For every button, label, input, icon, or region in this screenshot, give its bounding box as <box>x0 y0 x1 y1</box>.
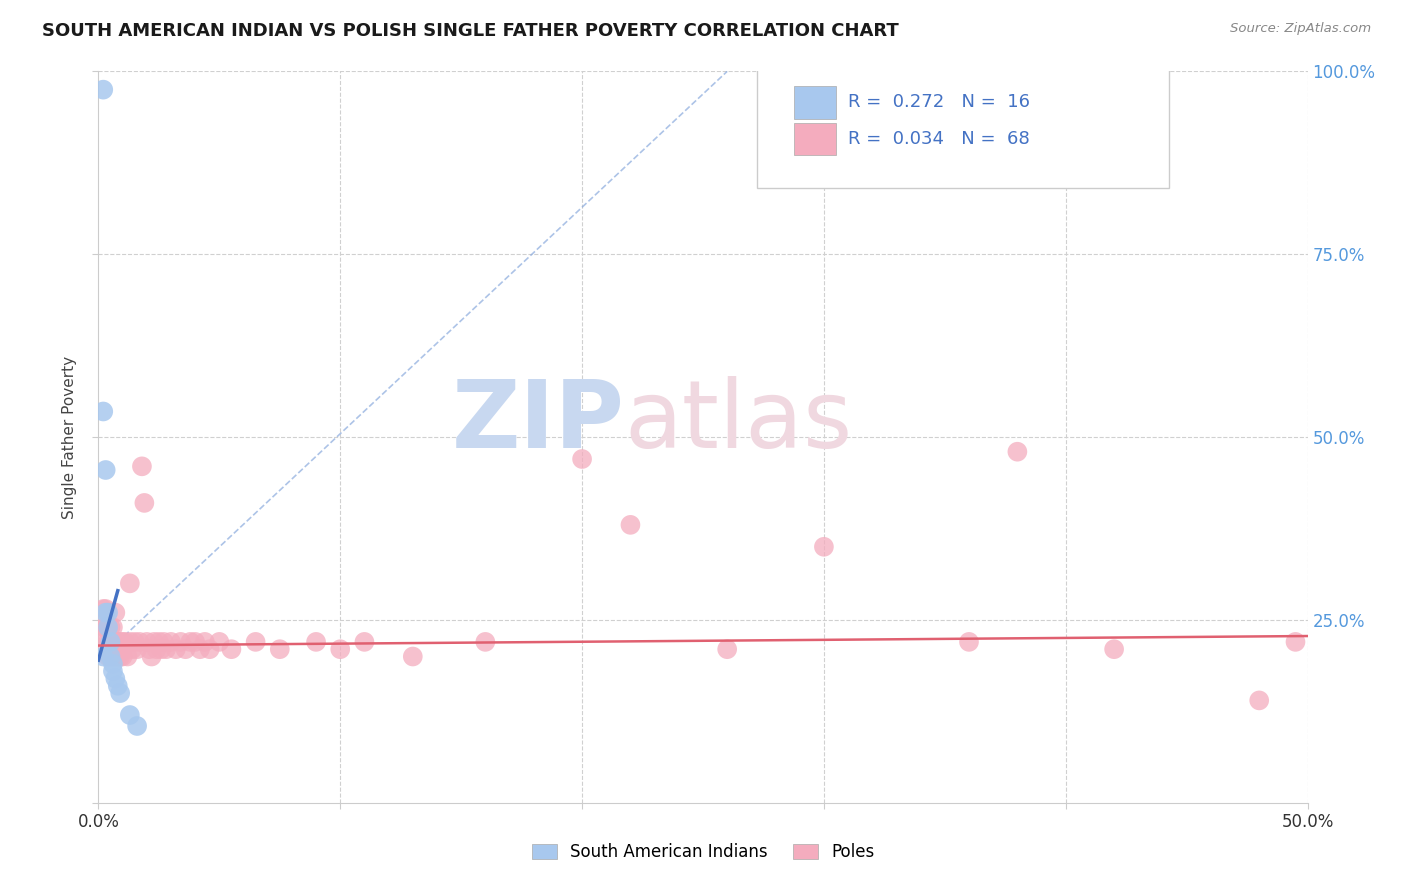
Point <box>571 452 593 467</box>
Point <box>174 642 197 657</box>
Point <box>108 635 131 649</box>
Point <box>145 642 167 657</box>
Point <box>97 649 120 664</box>
Point <box>111 649 134 664</box>
Point <box>152 635 174 649</box>
Point <box>194 635 217 649</box>
FancyBboxPatch shape <box>793 86 837 119</box>
Point <box>100 635 122 649</box>
Point <box>402 649 425 664</box>
Point <box>100 620 122 634</box>
Point <box>104 606 127 620</box>
Point <box>104 649 127 664</box>
Point <box>184 635 207 649</box>
Point <box>474 635 496 649</box>
Text: atlas: atlas <box>624 376 852 468</box>
Point <box>117 649 139 664</box>
Point <box>118 635 141 649</box>
Point <box>150 642 173 657</box>
Point <box>353 635 375 649</box>
Point <box>97 606 120 620</box>
Point <box>94 620 117 634</box>
Point <box>107 649 129 664</box>
Point <box>138 642 160 657</box>
Point <box>1284 635 1306 649</box>
FancyBboxPatch shape <box>793 122 837 155</box>
Point <box>131 459 153 474</box>
Point <box>94 463 117 477</box>
Point <box>108 686 131 700</box>
Point <box>169 635 191 649</box>
Point <box>619 517 641 532</box>
Point <box>957 635 980 649</box>
Point <box>100 635 122 649</box>
Point <box>813 540 835 554</box>
Point <box>1249 693 1271 707</box>
Point <box>124 635 146 649</box>
Text: ZIP: ZIP <box>451 376 624 468</box>
Legend: South American Indians, Poles: South American Indians, Poles <box>524 837 882 868</box>
Point <box>127 719 149 733</box>
Point <box>208 635 231 649</box>
Point <box>97 620 120 634</box>
Point <box>135 635 157 649</box>
Point <box>100 649 122 664</box>
Point <box>128 635 150 649</box>
Point <box>97 635 120 649</box>
Point <box>97 620 120 634</box>
Point <box>198 642 221 657</box>
Point <box>91 620 114 634</box>
Point <box>100 649 122 664</box>
Point <box>269 642 291 657</box>
Point <box>91 649 114 664</box>
Point <box>148 635 170 649</box>
Point <box>104 635 127 649</box>
Point <box>91 83 114 97</box>
Point <box>111 635 134 649</box>
Text: R =  0.034   N =  68: R = 0.034 N = 68 <box>848 129 1029 148</box>
Point <box>134 496 156 510</box>
Point <box>91 602 114 616</box>
Point <box>107 679 129 693</box>
Text: R =  0.272   N =  16: R = 0.272 N = 16 <box>848 93 1031 112</box>
Point <box>101 657 124 671</box>
Point <box>160 635 183 649</box>
Point <box>107 635 129 649</box>
Point <box>91 404 114 418</box>
Point <box>101 620 124 634</box>
Point <box>108 649 131 664</box>
Point <box>94 606 117 620</box>
Point <box>188 642 211 657</box>
Point <box>245 635 267 649</box>
Point <box>94 635 117 649</box>
Text: Source: ZipAtlas.com: Source: ZipAtlas.com <box>1230 22 1371 36</box>
Point <box>155 642 177 657</box>
Point <box>165 642 187 657</box>
Text: SOUTH AMERICAN INDIAN VS POLISH SINGLE FATHER POVERTY CORRELATION CHART: SOUTH AMERICAN INDIAN VS POLISH SINGLE F… <box>42 22 898 40</box>
Point <box>143 635 166 649</box>
FancyBboxPatch shape <box>758 68 1168 188</box>
Y-axis label: Single Father Poverty: Single Father Poverty <box>62 356 77 518</box>
Point <box>104 672 127 686</box>
Point <box>101 649 124 664</box>
Point <box>221 642 243 657</box>
Point <box>94 602 117 616</box>
Point <box>121 642 143 657</box>
Point <box>716 642 738 657</box>
Point <box>114 635 136 649</box>
Point <box>305 635 328 649</box>
Point <box>1007 444 1029 458</box>
Point <box>179 635 201 649</box>
Point <box>118 576 141 591</box>
Point <box>127 642 149 657</box>
Point <box>1102 642 1125 657</box>
Point <box>101 664 124 678</box>
Point <box>118 708 141 723</box>
Point <box>329 642 352 657</box>
Point <box>141 649 163 664</box>
